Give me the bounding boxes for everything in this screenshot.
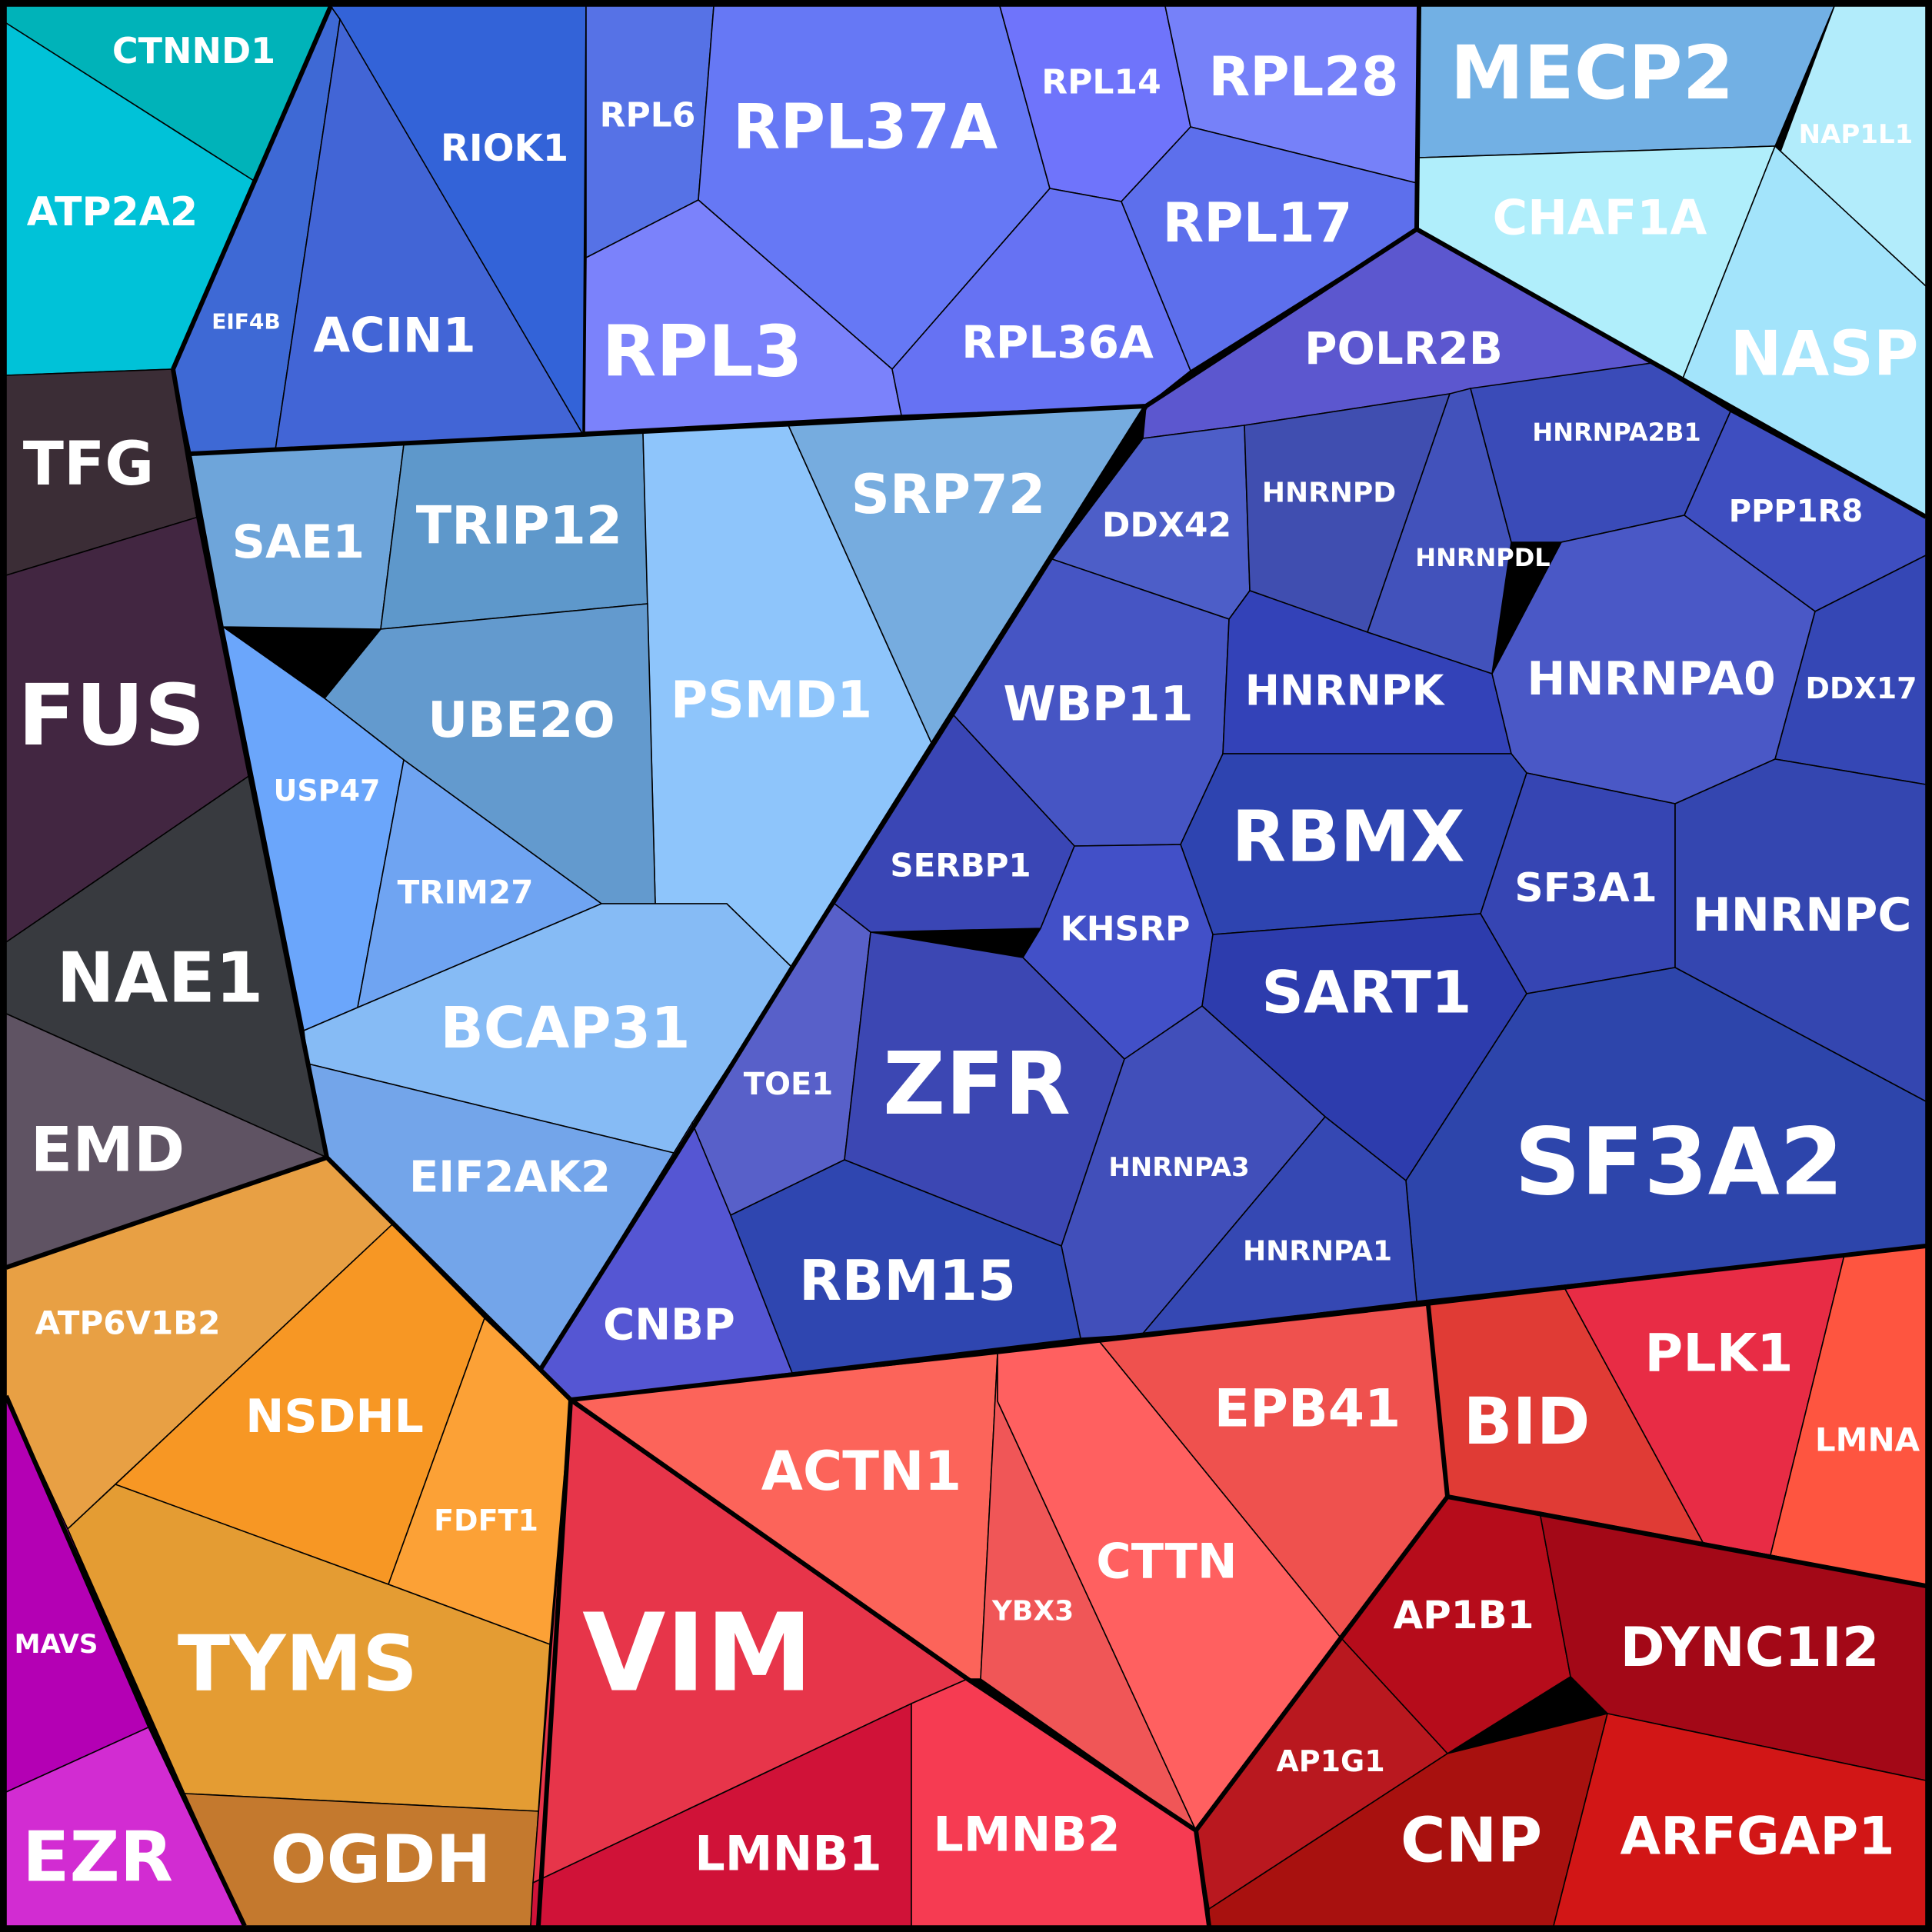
label-polr2b: POLR2B <box>1304 322 1503 375</box>
group-border-5 <box>1414 5 1421 230</box>
group-border-1 <box>171 368 573 1927</box>
label-lmnb1: LMNB1 <box>695 1826 882 1882</box>
label-nap1l1: NAP1L1 <box>1799 119 1914 150</box>
label-nasp: NASP <box>1730 318 1918 390</box>
label-cnp: CNP <box>1401 1805 1542 1877</box>
label-hnrnpk: HNRNPK <box>1245 667 1446 715</box>
label-chaf1a: CHAF1A <box>1493 190 1707 246</box>
label-nae1: NAE1 <box>56 938 263 1019</box>
label-sae1: SAE1 <box>232 515 365 569</box>
label-rpl36a: RPL36A <box>961 316 1154 368</box>
group-border-10 <box>1194 1495 1450 1832</box>
label-toe1: TOE1 <box>744 1067 833 1102</box>
label-epb41: EPB41 <box>1214 1379 1401 1440</box>
group-border-7 <box>570 1244 1927 1402</box>
label-ap1b1: AP1B1 <box>1393 1593 1534 1637</box>
cell-hnrnpdl <box>1366 388 1512 675</box>
group-border-9 <box>569 1397 1211 1927</box>
label-trim27: TRIM27 <box>398 874 534 911</box>
label-rbmx: RBMX <box>1231 796 1464 878</box>
label-rpl37a: RPL37A <box>733 92 998 163</box>
label-hnrnpc: HNRNPC <box>1693 888 1912 942</box>
label-ddx17: DDX17 <box>1805 671 1917 705</box>
label-bid: BID <box>1463 1384 1590 1459</box>
cell-rbm15 <box>729 1159 1081 1374</box>
group-border-6 <box>538 405 1148 1371</box>
label-wbp11: WBP11 <box>1003 676 1193 732</box>
label-ube2o: UBE2O <box>428 692 615 749</box>
label-lmna: LMNA <box>1815 1421 1920 1459</box>
label-vim: VIM <box>582 1591 813 1717</box>
label-eif2ak2: EIF2AK2 <box>409 1153 611 1203</box>
labels-layer: CTNND1 ATP2A2 TFG FUS NAE1 EMD ATP6V1B2 NSDHL FD… <box>15 30 1920 1898</box>
label-atp2a2: ATP2A2 <box>27 189 198 235</box>
label-hnrnpa1: HNRNPA1 <box>1243 1236 1392 1267</box>
label-trip12: TRIP12 <box>416 496 623 557</box>
group-border-0 <box>171 5 333 371</box>
label-bcap31: BCAP31 <box>440 995 690 1061</box>
label-sf3a2: SF3A2 <box>1514 1110 1844 1217</box>
label-ap1g1: AP1G1 <box>1276 1744 1384 1778</box>
label-arfgap1: ARFGAP1 <box>1620 1807 1894 1867</box>
label-ezr: EZR <box>22 1817 173 1898</box>
label-tfg: TFG <box>23 430 155 499</box>
label-hnrnpa3: HNRNPA3 <box>1108 1152 1249 1183</box>
label-lmnb2: LMNB2 <box>933 1807 1121 1863</box>
label-cnbp: CNBP <box>603 1301 735 1351</box>
label-mavs: MAVS <box>15 1629 98 1660</box>
label-emd: EMD <box>31 1114 185 1186</box>
label-plk1: PLK1 <box>1644 1324 1793 1384</box>
label-dync1i2: DYNC1I2 <box>1620 1616 1879 1679</box>
label-riok1: RIOK1 <box>441 127 568 170</box>
label-actn1: ACTN1 <box>761 1440 962 1503</box>
label-fdft1: FDFT1 <box>434 1504 538 1537</box>
cell-hnrnpa1 <box>1141 1115 1417 1336</box>
label-rpl3: RPL3 <box>602 311 803 393</box>
label-serbp1: SERBP1 <box>890 847 1031 884</box>
label-ogdh: OGDH <box>270 1821 491 1898</box>
label-rpl28: RPL28 <box>1208 45 1398 108</box>
group-borders <box>4 5 1927 1927</box>
label-psmd1: PSMD1 <box>671 671 872 730</box>
label-cttn: CTTN <box>1096 1534 1237 1590</box>
label-mecp2: MECP2 <box>1451 30 1734 116</box>
cells-layer <box>5 5 1927 1927</box>
label-rbm15: RBM15 <box>799 1248 1016 1313</box>
label-fus: FUS <box>18 666 205 764</box>
label-hnrnpa0: HNRNPA0 <box>1527 652 1776 706</box>
label-eif4b: EIF4B <box>212 309 281 335</box>
label-rpl6: RPL6 <box>600 96 696 135</box>
label-ctnnd1: CTNND1 <box>112 30 275 72</box>
label-usp47: USP47 <box>274 774 381 808</box>
label-hnrnpa2b1: HNRNPA2B1 <box>1532 418 1700 447</box>
label-khsrp: KHSRP <box>1061 910 1191 949</box>
group-border-2 <box>5 1155 328 1270</box>
label-rpl14: RPL14 <box>1041 63 1161 102</box>
group-border-3 <box>4 1394 247 1927</box>
label-atp6v1b2: ATP6V1B2 <box>35 1304 221 1342</box>
label-acin1: ACIN1 <box>313 308 476 364</box>
label-zfr: ZFR <box>883 1034 1071 1134</box>
label-srp72: SRP72 <box>851 463 1045 526</box>
label-tyms: TYMS <box>178 1619 418 1709</box>
label-sart1: SART1 <box>1261 958 1471 1027</box>
label-ybx3: YBX3 <box>991 1596 1074 1627</box>
label-hnrnpdl: HNRNPDL <box>1415 543 1550 572</box>
label-ppp1r8: PPP1R8 <box>1729 494 1863 529</box>
label-ddx42: DDX42 <box>1102 506 1231 545</box>
label-hnrnpd: HNRNPD <box>1262 478 1396 509</box>
label-sf3a1: SF3A1 <box>1514 865 1657 911</box>
label-rpl17: RPL17 <box>1162 192 1352 255</box>
label-nsdhl: NSDHL <box>245 1390 424 1444</box>
